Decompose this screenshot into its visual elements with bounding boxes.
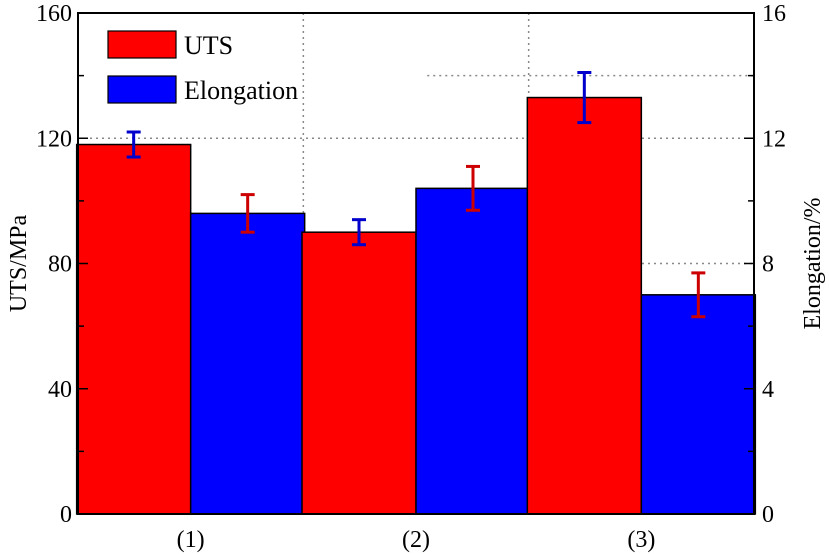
right-tick-label: 16 [762, 1, 786, 27]
left-tick-label: 80 [48, 252, 72, 278]
legend-swatch [107, 30, 177, 59]
error-bar-uts-3 [577, 70, 592, 125]
right-tick-label: 12 [762, 126, 786, 152]
left-axis-tick-labels: 0 40 80 120 160 [36, 1, 72, 528]
legend-swatch [107, 75, 177, 104]
left-tick-label: 120 [36, 126, 72, 152]
error-bar-elongation-1 [240, 193, 255, 234]
left-tick-label: 160 [36, 1, 72, 27]
bar-elongation-2 [415, 187, 531, 515]
axis-ticks [78, 12, 754, 515]
x-tick-label: (1) [177, 527, 205, 553]
right-tick-label: 4 [762, 377, 774, 403]
legend: UTS Elongation [107, 30, 298, 105]
bar-uts-1 [75, 143, 192, 515]
right-tick-label: 0 [762, 502, 774, 528]
x-tick-label: (3) [627, 527, 655, 553]
error-bar-elongation-3 [691, 271, 706, 319]
error-bars [126, 70, 706, 319]
bars [75, 96, 757, 515]
error-bar-uts-1 [126, 130, 141, 159]
x-tick-label: (2) [402, 527, 430, 553]
right-axis-title: Elongation/% [800, 198, 826, 330]
left-tick-label: 40 [48, 377, 72, 403]
error-bar-uts-2 [352, 218, 366, 247]
bar-uts-2 [301, 231, 417, 515]
bar-uts-3 [526, 96, 643, 515]
bar-elongation-1 [189, 212, 306, 515]
legend-item-uts: UTS [107, 30, 233, 60]
x-axis-tick-labels: (1) (2) (3) [177, 527, 656, 553]
legend-label: UTS [184, 31, 233, 60]
bar-elongation-3 [640, 294, 757, 515]
legend-item-elongation: Elongation [107, 75, 298, 105]
error-bar-elongation-2 [466, 164, 480, 212]
right-axis-tick-labels: 0 4 8 12 16 [762, 1, 786, 528]
legend-label: Elongation [184, 76, 298, 105]
right-tick-label: 8 [762, 252, 774, 278]
left-axis-title: UTS/MPa [6, 214, 32, 312]
left-tick-label: 0 [60, 502, 72, 528]
